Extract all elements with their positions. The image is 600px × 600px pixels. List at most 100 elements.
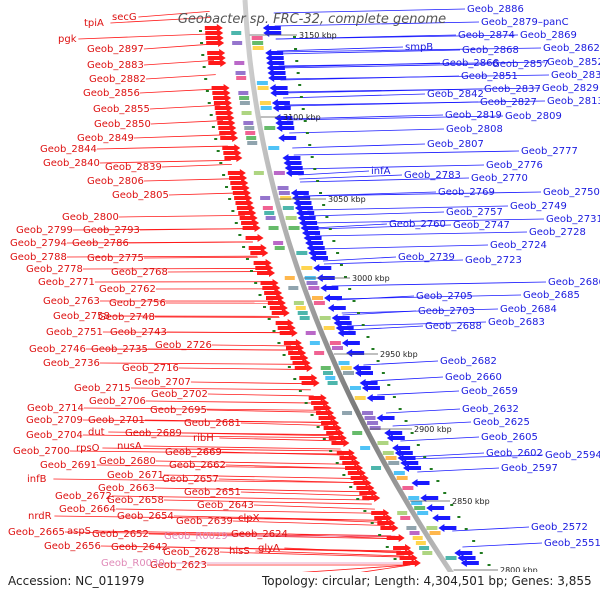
track-tick bbox=[298, 390, 302, 392]
feature-block bbox=[388, 461, 400, 465]
leader-line-forward bbox=[190, 381, 308, 385]
gene-label-reverse: Geob_2776 bbox=[486, 160, 543, 171]
gene-label-forward: Geob_2839 bbox=[105, 162, 162, 173]
feature-block bbox=[284, 276, 295, 280]
feature-block bbox=[297, 311, 308, 315]
track-tick bbox=[305, 132, 309, 134]
gene-label-forward: Geob_2806 bbox=[87, 176, 144, 187]
gene-label-reverse: Geob_2731 bbox=[546, 214, 600, 225]
gene-label-forward: Geob_2651 bbox=[184, 487, 241, 498]
reverse-gene-arrow bbox=[432, 514, 451, 522]
rna-label: Geob_R0030 bbox=[101, 558, 165, 569]
reverse-gene-arrow bbox=[333, 319, 352, 327]
gene-label-reverse: Geob_2868 bbox=[462, 45, 519, 56]
feature-block bbox=[262, 206, 273, 210]
gene-label-reverse: Geob_2659 bbox=[461, 386, 518, 397]
forward-gene-arrow bbox=[377, 519, 396, 527]
gene-label-forward: Geob_2778 bbox=[26, 264, 83, 275]
leader-line-forward bbox=[111, 495, 370, 501]
leader-line-forward bbox=[360, 564, 411, 572]
feature-block bbox=[409, 531, 420, 535]
reverse-gene-arrow bbox=[403, 464, 422, 472]
forward-gene-arrow bbox=[220, 134, 239, 142]
gene-label-forward: Geob_2793 bbox=[83, 225, 140, 236]
reverse-gene-arrow bbox=[426, 504, 445, 512]
leader-line-forward bbox=[264, 517, 383, 523]
track-tick bbox=[205, 90, 209, 92]
track-tick bbox=[423, 456, 427, 458]
reverse-gene-arrow bbox=[331, 314, 350, 322]
genome-title: Geobacter sp. FRC-32, complete genome bbox=[178, 12, 446, 27]
track-tick bbox=[356, 498, 360, 500]
feature-block bbox=[414, 506, 426, 510]
leader-line-reverse bbox=[292, 143, 426, 149]
feature-block bbox=[313, 301, 325, 305]
gene-label-forward: Geob_2681 bbox=[184, 418, 241, 429]
forward-gene-arrow bbox=[206, 39, 225, 47]
gene-label-reverse: Geob_2829 bbox=[542, 83, 599, 94]
reverse-gene-arrow bbox=[457, 554, 476, 562]
track-tick bbox=[392, 396, 396, 398]
reverse-gene-arrow bbox=[460, 559, 479, 567]
leader-line-reverse bbox=[322, 256, 397, 262]
forward-gene-arrow bbox=[248, 244, 267, 252]
track-tick bbox=[204, 78, 208, 80]
reverse-gene-arrow bbox=[352, 364, 371, 372]
accession-text: Accession: NC_011979 bbox=[8, 574, 145, 588]
gene-label-forward: Geob_2715 bbox=[74, 383, 131, 394]
forward-gene-arrow bbox=[353, 479, 372, 487]
gene-label-forward: Geob_2623 bbox=[150, 560, 207, 571]
track-tick bbox=[343, 276, 347, 278]
track-tick bbox=[200, 42, 204, 44]
leader-line-forward bbox=[143, 178, 236, 182]
feature-block bbox=[338, 361, 350, 365]
gene-label-forward: Geob_2654 bbox=[117, 511, 174, 522]
feature-block bbox=[285, 216, 297, 220]
leader-line-forward bbox=[168, 192, 239, 196]
gene-label-reverse: Geob_2769 bbox=[438, 187, 495, 198]
forward-gene-arrow bbox=[255, 264, 274, 272]
leader-line-forward bbox=[149, 104, 221, 110]
leader-line-reverse bbox=[342, 310, 417, 316]
gene-label-reverse: Geob_2683 bbox=[488, 317, 545, 328]
track-tick bbox=[249, 270, 253, 272]
leader-line-forward bbox=[147, 348, 293, 351]
gene-label-forward: pgk bbox=[58, 34, 77, 45]
reverse-gene-arrow bbox=[284, 164, 303, 172]
gene-label-forward: nrdR bbox=[28, 511, 52, 522]
gene-label-reverse: Geob_2723 bbox=[465, 255, 522, 266]
gene-label-forward: Geob_2643 bbox=[197, 500, 254, 511]
gene-label-reverse: Geob_2757 bbox=[446, 207, 503, 218]
reverse-gene-arrow bbox=[366, 394, 385, 402]
feature-block bbox=[278, 191, 290, 195]
gene-label-forward: Geob_2691 bbox=[40, 460, 97, 471]
track-tick bbox=[416, 444, 420, 446]
track-tick bbox=[457, 516, 461, 518]
track-tick bbox=[464, 528, 468, 530]
forward-gene-arrow bbox=[362, 494, 381, 502]
gene-label-reverse: Geob_2837 bbox=[484, 84, 541, 95]
forward-gene-arrow bbox=[269, 304, 288, 312]
track-tick bbox=[357, 312, 361, 314]
feature-block bbox=[288, 286, 299, 290]
leader-line-reverse bbox=[377, 390, 460, 396]
leader-line-forward bbox=[166, 331, 286, 334]
track-tick bbox=[404, 420, 408, 422]
gene-label-forward: Geob_2786 bbox=[72, 238, 129, 249]
gene-label-reverse: Geob_2686 bbox=[548, 277, 600, 288]
forward-gene-arrow bbox=[402, 559, 421, 567]
gene-label-forward: Geob_2695 bbox=[150, 405, 207, 416]
gene-label-forward: Geob_2883 bbox=[87, 60, 144, 71]
leader-line-forward bbox=[207, 393, 314, 397]
gene-label-forward: Geob_2702 bbox=[151, 389, 208, 400]
gene-label-reverse: Geob_2625 bbox=[473, 417, 530, 428]
gene-label-forward: infB bbox=[27, 474, 47, 485]
leader-line-forward bbox=[211, 344, 292, 347]
leader-line-forward bbox=[118, 215, 245, 218]
reverse-gene-arrow bbox=[337, 329, 356, 337]
gene-label-reverse: Geob_2632 bbox=[462, 404, 519, 415]
track-tick bbox=[342, 474, 346, 476]
forward-gene-arrow bbox=[257, 269, 276, 277]
feature-block bbox=[419, 546, 430, 550]
track-tick bbox=[429, 468, 433, 470]
